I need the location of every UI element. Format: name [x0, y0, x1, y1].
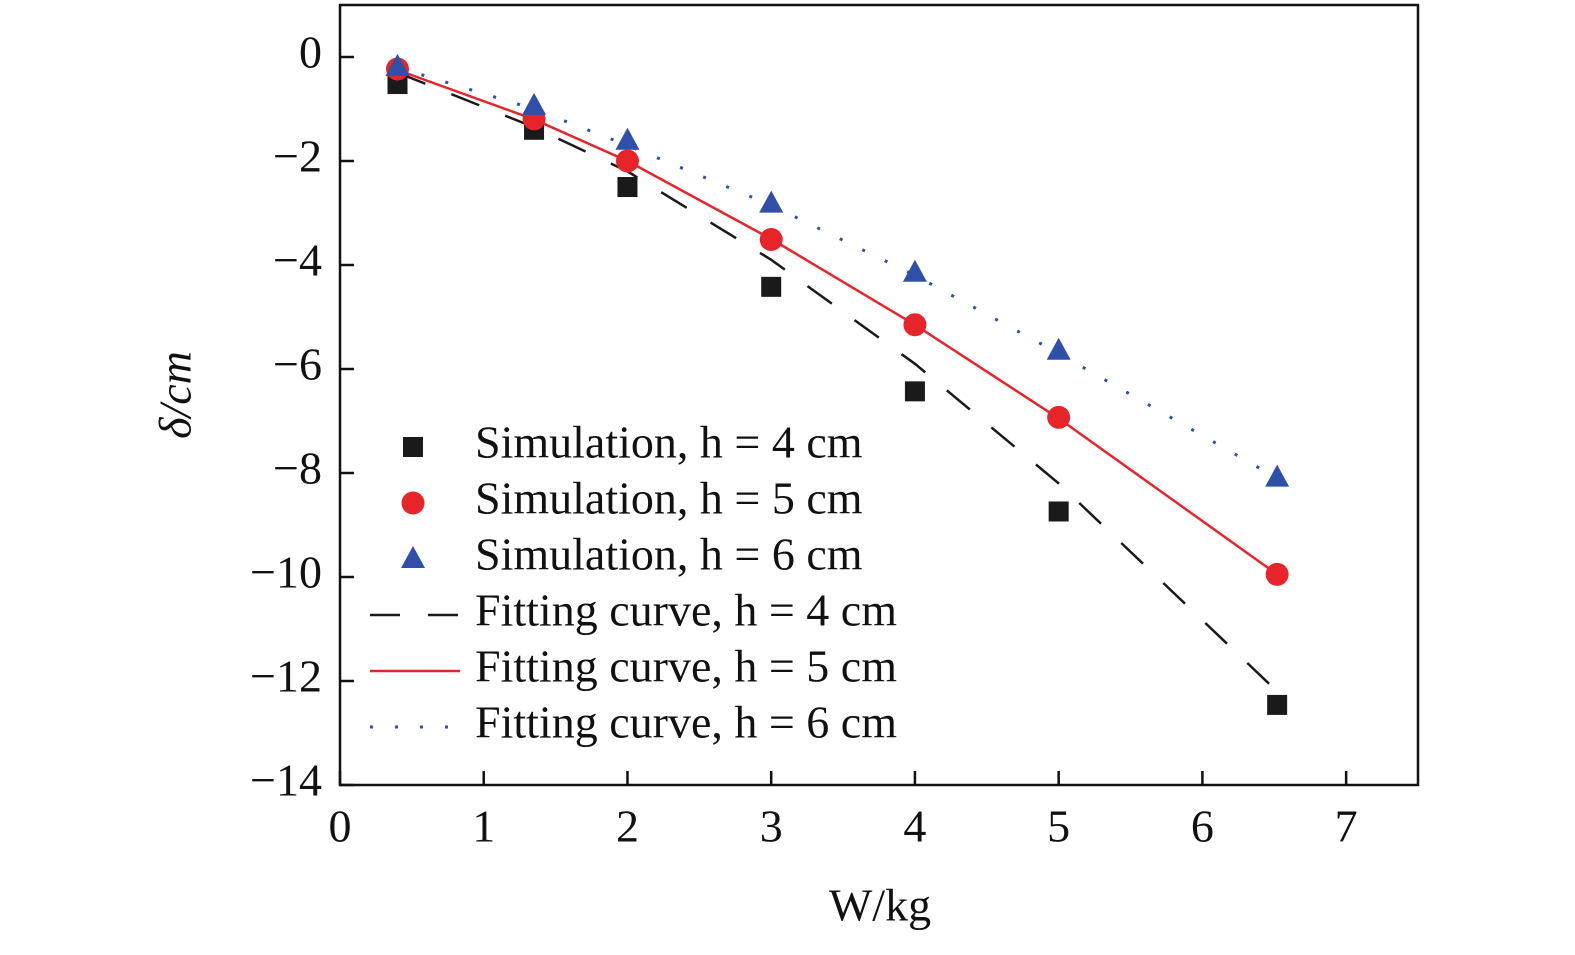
marker [902, 259, 927, 282]
y-tick-label: −2 [273, 131, 322, 182]
y-tick-label: 0 [299, 27, 322, 78]
y-tick-label: −6 [273, 339, 322, 390]
x-tick-label: 7 [1335, 801, 1358, 852]
legend-label: Fitting curve, h = 4 cm [475, 585, 897, 636]
marker [1267, 694, 1288, 715]
x-tick-label: 3 [760, 801, 783, 852]
y-tick-label: −12 [250, 651, 322, 702]
marker [903, 313, 927, 337]
legend-label: Fitting curve, h = 5 cm [475, 641, 897, 692]
marker [522, 92, 547, 115]
y-tick-label: −8 [273, 443, 322, 494]
marker [615, 149, 639, 173]
marker [1046, 337, 1071, 360]
x-tick-label: 1 [472, 801, 495, 852]
marker [1048, 501, 1069, 522]
y-tick-label: −10 [250, 547, 322, 598]
legend-marker [401, 491, 425, 515]
marker [904, 381, 925, 402]
marker [617, 177, 638, 197]
plot-frame [338, 3, 1420, 787]
x-tick-label: 4 [903, 801, 926, 852]
y-tick-label: −14 [250, 755, 322, 806]
marker [759, 228, 783, 252]
legend-marker [403, 437, 423, 457]
marker [1265, 562, 1289, 586]
legend-label: Fitting curve, h = 6 cm [475, 697, 897, 748]
y-axis-title: δ/cm [150, 351, 201, 439]
marker [1265, 464, 1290, 487]
marker [1047, 405, 1071, 429]
marker [615, 127, 640, 150]
x-tick-label: 0 [329, 801, 352, 852]
legend-label: Simulation, h = 6 cm [475, 529, 863, 580]
x-tick-label: 2 [616, 801, 639, 852]
x-axis-title: W/kg [829, 880, 931, 931]
legend-label: Simulation, h = 4 cm [475, 417, 863, 468]
legend-label: Simulation, h = 5 cm [475, 473, 863, 524]
marker [385, 53, 410, 76]
y-tick-label: −4 [273, 235, 322, 286]
fit-line [397, 71, 1279, 693]
legend-marker [401, 546, 425, 568]
x-tick-label: 5 [1047, 801, 1070, 852]
marker [761, 276, 782, 297]
x-tick-label: 6 [1191, 801, 1214, 852]
marker [759, 190, 784, 213]
